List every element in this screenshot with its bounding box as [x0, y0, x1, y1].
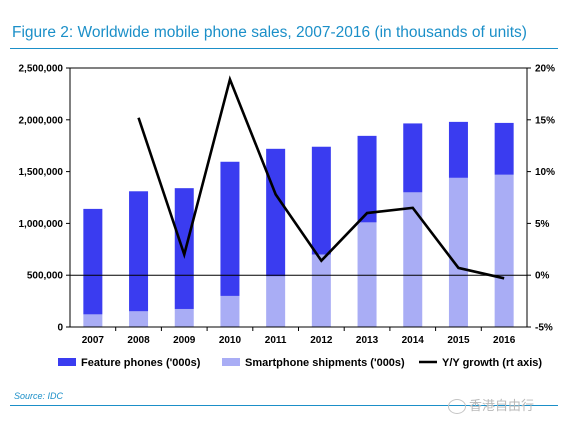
legend-swatch-feature: [58, 358, 76, 366]
bar-feature-2014: [403, 123, 423, 193]
title-divider: [10, 48, 558, 49]
legend: Feature phones ('000s) Smartphone shipmen…: [58, 357, 542, 369]
x-tick-label-2013: 2013: [356, 335, 379, 346]
x-tick-label-2015: 2015: [447, 335, 470, 346]
bar-feature-2015: [448, 121, 468, 178]
right-tick-label: 5%: [535, 219, 550, 230]
right-tick-label: 10%: [535, 167, 555, 178]
x-tick-label-2007: 2007: [82, 335, 105, 346]
bar-smartphone-2010: [220, 295, 240, 327]
bar-smartphone-2008: [129, 311, 149, 327]
bar-smartphone-2009: [174, 308, 194, 327]
bar-feature-2012: [311, 146, 331, 255]
watermark: 香港自由行: [448, 395, 535, 415]
bar-feature-2008: [129, 191, 149, 312]
chart-title: Figure 2: Worldwide mobile phone sales, …: [12, 24, 527, 41]
bar-smartphone-2015: [448, 177, 468, 327]
left-tick-label: 2,000,000: [19, 115, 64, 126]
bottom-divider: [10, 405, 558, 406]
legend-label: Y/Y growth (rt axis): [442, 357, 542, 369]
bar-layer: [83, 121, 514, 327]
left-tick-label: 500,000: [27, 271, 64, 282]
left-tick-label: 1,000,000: [19, 219, 64, 230]
source-note: Source: IDC: [14, 391, 64, 401]
bar-smartphone-2007: [83, 314, 103, 327]
left-tick-label: 1,500,000: [19, 167, 64, 178]
bar-feature-2016: [494, 122, 514, 175]
bar-feature-2009: [174, 188, 194, 309]
bar-smartphone-2014: [403, 192, 423, 327]
left-tick-label: 0: [57, 323, 63, 334]
x-tick-label-2008: 2008: [127, 335, 150, 346]
bar-feature-2013: [357, 135, 377, 223]
left-axis-ticks: 0 500,000 1,000,000 1,500,000 2,000,000 2,500…: [19, 64, 70, 334]
x-tick-label-2016: 2016: [493, 335, 516, 346]
growth-line: [137, 75, 505, 280]
x-tick-label-2009: 2009: [173, 335, 196, 346]
right-tick-label: 20%: [535, 64, 555, 75]
bar-smartphone-2012: [311, 254, 331, 327]
bar-feature-2011: [266, 148, 286, 277]
wechat-icon: [448, 399, 466, 415]
bar-smartphone-2016: [494, 174, 514, 327]
x-tick-label-2012: 2012: [310, 335, 333, 346]
x-tick-label-2011: 2011: [265, 335, 287, 346]
bar-feature-2007: [83, 208, 103, 315]
legend-label: Feature phones ('000s): [81, 357, 201, 369]
right-axis-ticks: -5% 0% 5% 10% 15% 20%: [527, 64, 555, 334]
legend-label: Smartphone shipments ('000s): [245, 357, 405, 369]
legend-swatch-smartphone: [222, 358, 240, 366]
x-axis-ticks: 2007 2008 2009 2010 2011 2012 2013 2014 2015 2016: [82, 327, 516, 346]
growth-line-layer: [137, 75, 505, 280]
watermark-text: 香港自由行: [469, 398, 535, 413]
bar-smartphone-2013: [357, 222, 377, 327]
right-tick-label: -5%: [535, 323, 553, 334]
left-tick-label: 2,500,000: [19, 64, 64, 75]
right-tick-label: 15%: [535, 115, 555, 126]
bar-feature-2010: [220, 161, 240, 296]
bar-smartphone-2011: [266, 276, 286, 327]
x-tick-label-2010: 2010: [219, 335, 242, 346]
x-tick-label-2014: 2014: [402, 335, 425, 346]
right-tick-label: 0%: [535, 271, 550, 282]
